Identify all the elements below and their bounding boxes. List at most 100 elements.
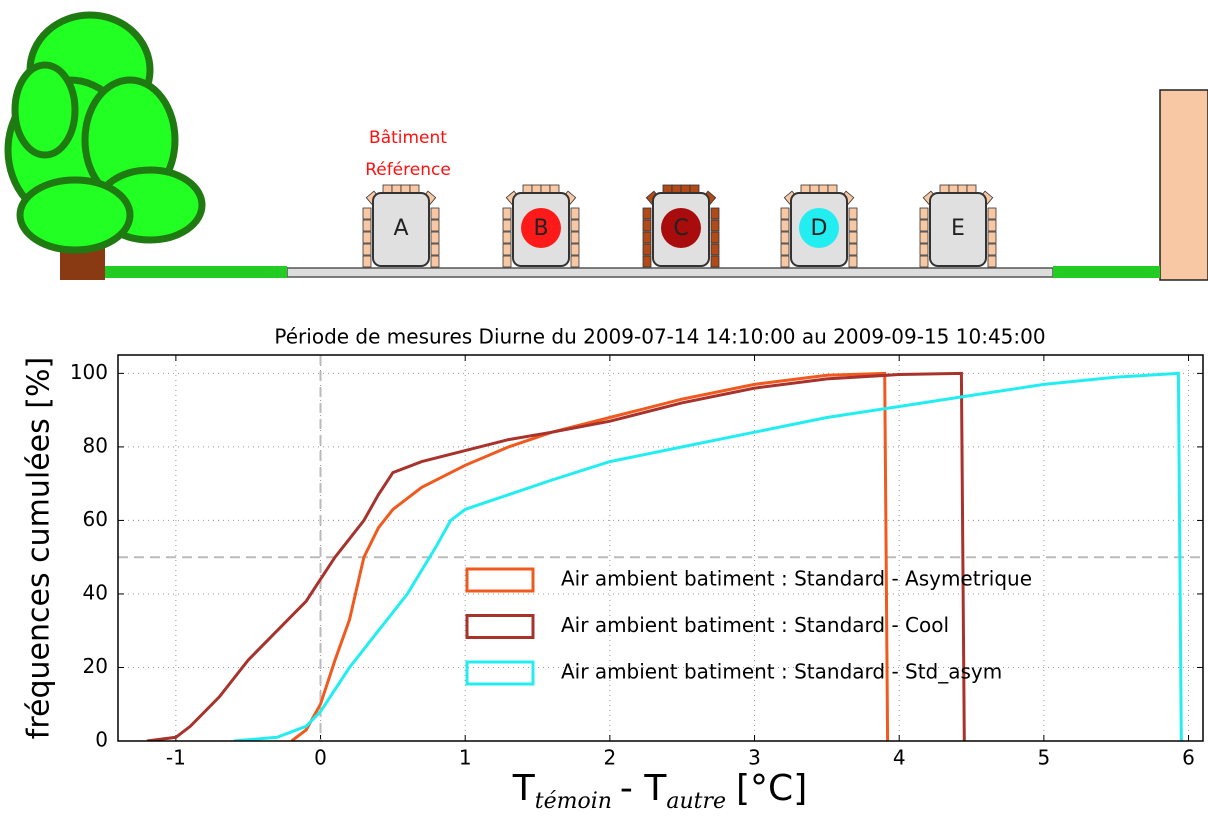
- brick: [531, 184, 542, 194]
- brick: [502, 255, 512, 268]
- brick: [430, 231, 440, 244]
- brick: [848, 219, 858, 232]
- brick: [948, 184, 959, 194]
- brick: [689, 184, 700, 194]
- brick: [780, 219, 790, 232]
- brick: [848, 243, 858, 256]
- y-tick-label: 80: [83, 433, 108, 457]
- legend-swatch: [465, 567, 535, 593]
- brick: [382, 184, 393, 194]
- brick: [987, 207, 997, 220]
- scene-label: Bâtiment: [369, 128, 447, 148]
- brick: [570, 231, 580, 244]
- brick: [522, 184, 533, 194]
- series-line: [146, 371, 966, 741]
- legend-swatch: [465, 614, 535, 639]
- building-marker: [661, 208, 701, 248]
- ground: [286, 267, 1054, 278]
- brick: [710, 207, 720, 220]
- brick: [780, 231, 790, 244]
- brick: [848, 207, 858, 220]
- building-letter: B: [533, 216, 548, 241]
- brick: [987, 231, 997, 244]
- building-letter: A: [393, 216, 408, 241]
- x-label-part: T: [512, 768, 536, 809]
- x-label-sub: autre: [666, 789, 726, 814]
- x-tick-label: 5: [1037, 746, 1050, 770]
- brick: [848, 231, 858, 244]
- brick: [848, 255, 858, 268]
- brick: [966, 184, 977, 194]
- building: E: [919, 184, 997, 268]
- brick: [502, 219, 512, 232]
- brick: [780, 207, 790, 220]
- brick: [430, 255, 440, 268]
- brick: [502, 207, 512, 220]
- brick: [827, 184, 838, 194]
- brick: [642, 207, 652, 220]
- house-wall: [1159, 89, 1208, 281]
- brick: [919, 207, 929, 220]
- building: B: [502, 184, 580, 268]
- x-label-part: - T: [620, 768, 667, 809]
- brick: [502, 231, 512, 244]
- brick: [570, 207, 580, 220]
- building-body: [372, 192, 430, 267]
- brick: [800, 184, 811, 194]
- brick: [642, 243, 652, 256]
- brick: [780, 243, 790, 256]
- brick: [710, 255, 720, 268]
- brick: [642, 255, 652, 268]
- brick: [362, 219, 372, 232]
- x-label-sub: témoin: [535, 789, 612, 814]
- grass: [105, 266, 287, 278]
- x-label-part: [°C]: [736, 768, 807, 809]
- y-tick-label: 100: [70, 360, 108, 384]
- x-tick-label: -1: [166, 746, 186, 770]
- plot-frame: [117, 354, 1204, 742]
- legend-swatch: [465, 660, 535, 686]
- x-tick-label: 1: [459, 746, 472, 770]
- brick: [570, 219, 580, 232]
- brick: [919, 243, 929, 256]
- scene-label: Référence: [365, 160, 451, 180]
- brick: [362, 243, 372, 256]
- brick: [362, 231, 372, 244]
- tree-foliage: [4, 11, 206, 254]
- building: C: [642, 184, 720, 268]
- legend-label: Air ambient batiment : Standard - Std_as…: [561, 660, 1002, 684]
- brick: [680, 184, 691, 194]
- brick: [987, 243, 997, 256]
- brick: [642, 231, 652, 244]
- brick: [430, 219, 440, 232]
- building-marker: [521, 208, 561, 248]
- brick: [400, 184, 411, 194]
- x-tick-label: 2: [603, 746, 616, 770]
- building-body: [929, 192, 987, 267]
- x-axis-label: Ttémoin - Tautre [°C]: [512, 768, 808, 814]
- brick: [818, 184, 829, 194]
- brick: [919, 231, 929, 244]
- brick: [430, 207, 440, 220]
- legend-label: Air ambient batiment : Standard - Cool: [561, 613, 949, 637]
- brick: [642, 219, 652, 232]
- brick: [710, 243, 720, 256]
- x-tick-label: 4: [893, 746, 906, 770]
- brick: [570, 255, 580, 268]
- brick: [671, 184, 682, 194]
- x-tick-label: 3: [748, 746, 761, 770]
- grass: [1053, 266, 1160, 278]
- building-letter: C: [673, 216, 688, 241]
- brick: [662, 184, 673, 194]
- brick: [919, 219, 929, 232]
- building: D: [780, 184, 858, 268]
- brick: [391, 184, 402, 194]
- building-marker: [799, 208, 839, 248]
- brick: [549, 184, 560, 194]
- brick: [540, 184, 551, 194]
- scene: Bâtiment Référence: [4, 11, 1208, 281]
- y-tick-label: 20: [83, 654, 108, 678]
- brick: [987, 255, 997, 268]
- brick: [362, 255, 372, 268]
- brick: [710, 231, 720, 244]
